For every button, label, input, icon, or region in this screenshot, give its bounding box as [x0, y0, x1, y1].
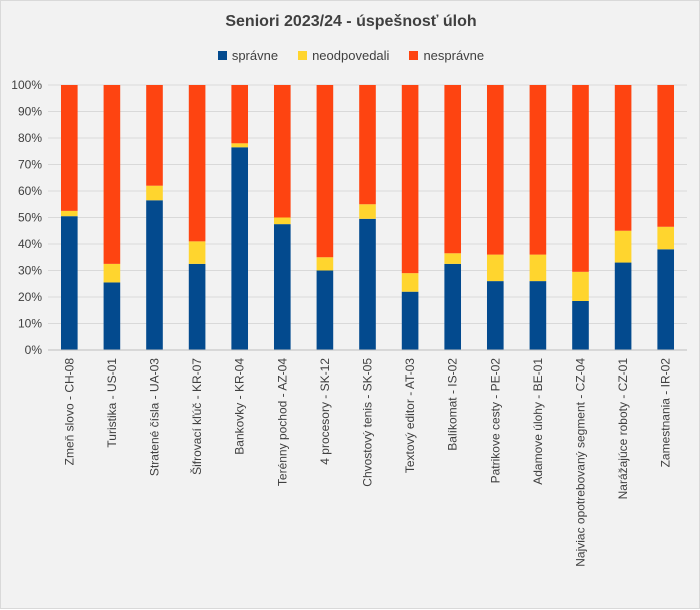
bar-segment: [103, 263, 121, 283]
y-tick-label: 90%: [18, 105, 42, 119]
bar-segment: [359, 204, 376, 219]
y-tick-label: 40%: [18, 237, 42, 251]
x-tick-label: 4 procesory - SK-12: [318, 358, 332, 465]
x-tick-label: Terénny pochod - AZ-04: [275, 358, 289, 486]
bar-segment: [401, 291, 419, 350]
y-tick-label: 10%: [18, 317, 42, 331]
bar-segment: [657, 85, 675, 227]
bar-segment: [146, 200, 163, 350]
bar-segment: [529, 254, 547, 282]
bar-segment: [60, 85, 78, 211]
legend-label-spravne: správne: [231, 48, 279, 63]
bar-segment: [231, 147, 249, 350]
bar-segment: [529, 281, 547, 350]
bar-segment: [103, 85, 121, 264]
bar-segment: [401, 85, 419, 274]
x-tick-label: Narážajúce roboty - CZ-01: [616, 358, 630, 500]
bar-segment: [231, 85, 249, 144]
bar-segment: [614, 230, 632, 263]
bar-segment: [486, 85, 504, 255]
bar-segment: [231, 143, 249, 148]
bar-segment: [188, 263, 206, 350]
bar-segment: [316, 257, 334, 271]
bar-segment: [273, 85, 291, 218]
bar-segment: [316, 85, 334, 258]
bar-segment: [572, 271, 589, 301]
bar-segment: [486, 281, 504, 350]
x-tick-label: Textový editor - AT-03: [403, 358, 417, 473]
bar-segment: [572, 300, 589, 350]
bar-segment: [401, 273, 419, 292]
bar-segment: [359, 85, 376, 205]
y-tick-label: 80%: [18, 131, 42, 145]
legend-item-spravne: správne: [217, 48, 279, 63]
y-tick-label: 0%: [25, 343, 43, 357]
x-tick-label: Zamestnania - IR-02: [659, 358, 673, 468]
x-tick-label: Chvostový tenis - SK-05: [361, 358, 375, 487]
x-tick-label: Bankovky - KR-04: [233, 358, 247, 455]
x-tick-label: Patrikove cesty - PE-02: [488, 358, 502, 484]
legend-swatch-spravne: [217, 51, 227, 60]
legend-item-nespravne: nesprávne: [409, 48, 484, 63]
y-tick-label: 60%: [18, 184, 42, 198]
bar-segment: [614, 262, 632, 350]
legend-item-neodpovedali: neodpovedali: [298, 48, 389, 63]
x-tick-label: Stratené čísla - UA-03: [148, 358, 162, 476]
y-tick-label: 100%: [11, 78, 42, 92]
x-tick-label: Najviac opotrebovaný segment - CZ-04: [574, 358, 588, 567]
bar-segment: [60, 210, 78, 217]
bar-segment: [273, 217, 291, 225]
bar-segment: [444, 85, 462, 254]
bar-segment: [657, 249, 675, 350]
bar-segment: [444, 253, 462, 264]
bar-segment: [614, 85, 632, 231]
legend-label-nespravne: nesprávne: [423, 48, 485, 63]
bar-segment: [572, 85, 589, 272]
bar-segment: [146, 85, 163, 186]
x-tick-label: Adamove úlohy - BE-01: [531, 358, 545, 485]
y-tick-label: 30%: [18, 264, 42, 278]
x-tick-label: Turistika - US-01: [105, 358, 119, 448]
chart-title: Seniori 2023/24 - úspešnosť úloh: [225, 13, 477, 30]
bar-segment: [359, 218, 376, 350]
y-tick-label: 20%: [18, 290, 42, 304]
bar-segment: [486, 254, 504, 282]
x-tick-label: Zmeň slovo - CH-08: [62, 358, 76, 466]
legend-label-neodpovedali: neodpovedali: [312, 48, 390, 63]
bar-segment: [273, 224, 291, 350]
bar-segment: [444, 263, 462, 350]
bar-segment: [657, 226, 675, 250]
bar-segment: [529, 85, 547, 255]
bar-segment: [146, 185, 163, 201]
legend-swatch-neodpovedali: [298, 51, 308, 60]
bar-segment: [188, 241, 206, 264]
y-tick-label: 70%: [18, 158, 42, 172]
x-tick-label: Balíkomat - IS-02: [446, 358, 460, 451]
bar-segment: [316, 270, 334, 350]
bar-segment: [188, 85, 206, 242]
legend: správne neodpovedali nesprávne: [1, 48, 700, 63]
x-tick-label: Šifrovací kľúč - KR-07: [189, 358, 204, 475]
bar-segment: [103, 282, 121, 350]
legend-swatch-nespravne: [409, 51, 419, 60]
bar-segment: [60, 216, 78, 350]
y-tick-label: 50%: [18, 211, 42, 225]
